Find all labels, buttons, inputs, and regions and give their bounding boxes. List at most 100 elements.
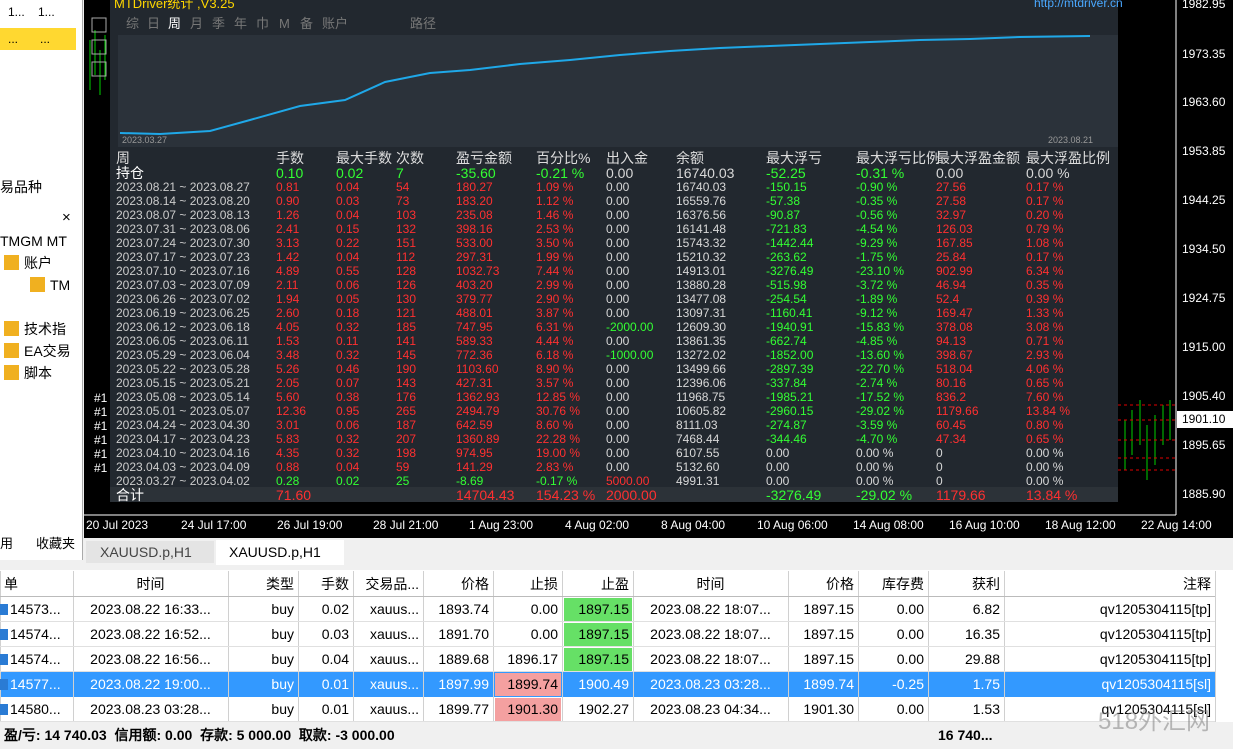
orders-header[interactable]: 类型	[266, 576, 294, 592]
stat-cell: 3.48	[276, 348, 300, 362]
navigator-bottom-tab[interactable]: 用	[0, 536, 14, 551]
orders-header[interactable]: 获利	[972, 576, 1000, 592]
period-tab[interactable]: 巾	[256, 16, 270, 31]
stat-cell: 427.31	[456, 376, 493, 390]
close-button[interactable]: ×	[62, 209, 71, 226]
current-price-box	[1177, 411, 1233, 428]
orders-header[interactable]: 交易品...	[365, 576, 419, 592]
column-header: 最大浮亏比例	[856, 150, 940, 166]
stat-cell: 0.10	[276, 165, 304, 181]
period-tab[interactable]: 月	[190, 16, 204, 31]
stat-cell: 1.99 %	[536, 250, 574, 264]
symbol-tab-active[interactable]	[216, 540, 344, 565]
orders-header[interactable]: 单	[4, 576, 18, 592]
stat-cell: -274.87	[766, 418, 807, 432]
navigator-tab[interactable]: 易品种	[0, 179, 42, 195]
stat-cell: 121	[396, 306, 417, 320]
period-tab[interactable]: 综	[126, 16, 140, 31]
object-label: #1	[94, 461, 108, 475]
column-header: 最大手数	[336, 150, 392, 166]
stat-cell: 3.01	[276, 418, 300, 432]
stat-cell: 143	[396, 376, 417, 390]
tree-item[interactable]: 账户	[24, 255, 52, 271]
orders-header[interactable]: 价格	[826, 576, 854, 592]
symbol-tab[interactable]	[86, 541, 214, 563]
order-cell: qv1205304115[tp]	[1099, 601, 1211, 617]
status-bar	[0, 722, 1233, 749]
period-tab[interactable]: 日	[147, 16, 161, 31]
cell-text: ...	[40, 32, 51, 46]
symbol-tab-label[interactable]: XAUUSD.p,H1	[229, 544, 321, 560]
panel-url[interactable]: http://mtdriver.cn	[1034, 0, 1123, 10]
stat-cell: 1179.66	[936, 487, 986, 503]
time-label: 22 Aug 14:00	[1141, 518, 1212, 532]
stat-cell: 1.42	[276, 250, 300, 264]
stat-cell: 126.03	[936, 222, 973, 236]
orders-header[interactable]: 库存费	[882, 576, 924, 592]
order-icon	[0, 629, 8, 640]
order-icon	[0, 654, 8, 665]
object-label: #1	[94, 419, 108, 433]
navigator-bottom-tab[interactable]: 收藏夹	[36, 536, 76, 551]
orders-header[interactable]: 手数	[321, 576, 349, 592]
order-cell: 1900.49	[578, 676, 629, 692]
path-tab[interactable]: 路径	[410, 16, 437, 31]
order-cell: buy	[271, 626, 294, 642]
stat-cell: -4.70 %	[856, 432, 898, 446]
order-cell: 2023.08.22 16:56...	[90, 651, 211, 667]
tree-item[interactable]: 脚本	[24, 365, 52, 381]
stat-cell: 1.46 %	[536, 208, 574, 222]
stat-cell: 25	[396, 474, 410, 488]
order-cell: 0.00	[896, 601, 924, 617]
orders-header[interactable]: 止损	[530, 576, 558, 592]
stat-cell: -2.74 %	[856, 376, 898, 390]
tree-item[interactable]: TM	[50, 277, 71, 293]
column-header: 最大浮盈比例	[1026, 150, 1110, 166]
header-line	[0, 596, 1215, 597]
stat-cell: 0.02	[336, 165, 364, 181]
order-cell: 0.02	[321, 601, 349, 617]
stat-cell: -2897.39	[766, 362, 814, 376]
period-tab[interactable]: 备	[300, 16, 314, 31]
tree-item[interactable]: 技术指	[24, 321, 66, 337]
period-tab[interactable]: 年	[234, 16, 248, 31]
stat-cell: -1852.00	[766, 348, 814, 362]
stat-cell: 14704.43	[456, 487, 515, 503]
stat-cell: 27.56	[936, 180, 967, 194]
stat-cell: 13.84 %	[1026, 404, 1071, 418]
tree-item[interactable]: EA交易	[24, 343, 71, 359]
time-label: 1 Aug 23:00	[469, 518, 534, 532]
stat-cell: 0.00	[606, 418, 630, 432]
order-cell: 0.04	[321, 651, 349, 667]
button[interactable]	[91, 17, 107, 33]
stat-cell: 0.00	[766, 460, 790, 474]
order-cell: xauus...	[369, 701, 419, 717]
orders-header[interactable]: 时间	[136, 576, 165, 592]
column-divider	[1215, 571, 1216, 722]
button[interactable]	[91, 39, 107, 55]
period-tab[interactable]: M	[279, 16, 290, 31]
stat-cell: -0.56 %	[856, 208, 898, 222]
stat-cell: 16141.48	[676, 222, 727, 236]
button[interactable]	[91, 61, 107, 77]
order-cell: 14580...	[10, 701, 61, 717]
period-tab[interactable]: 账户	[322, 16, 349, 31]
stat-cell: 7468.44	[676, 432, 720, 446]
orders-header[interactable]: 价格	[461, 576, 489, 592]
stat-cell: 7.44 %	[536, 264, 574, 278]
orders-header[interactable]: 时间	[696, 576, 725, 592]
period-tab[interactable]: 季	[212, 16, 226, 31]
time-label: 10 Aug 06:00	[757, 518, 828, 532]
row-line	[0, 646, 1215, 647]
symbol-tab-label[interactable]: XAUUSD.p,H1	[100, 544, 192, 560]
stat-cell: 0.11	[336, 334, 359, 348]
orders-header[interactable]: 注释	[1183, 576, 1211, 592]
stat-cell: 8.60 %	[536, 418, 574, 432]
panel-buttons	[91, 17, 107, 77]
orders-header[interactable]: 止盈	[601, 576, 629, 592]
stat-cell: 126	[396, 278, 417, 292]
stat-cell: 5.26	[276, 362, 300, 376]
tree-item[interactable]: TMGM MT	[0, 233, 67, 249]
period-tab[interactable]: 周	[168, 16, 182, 31]
